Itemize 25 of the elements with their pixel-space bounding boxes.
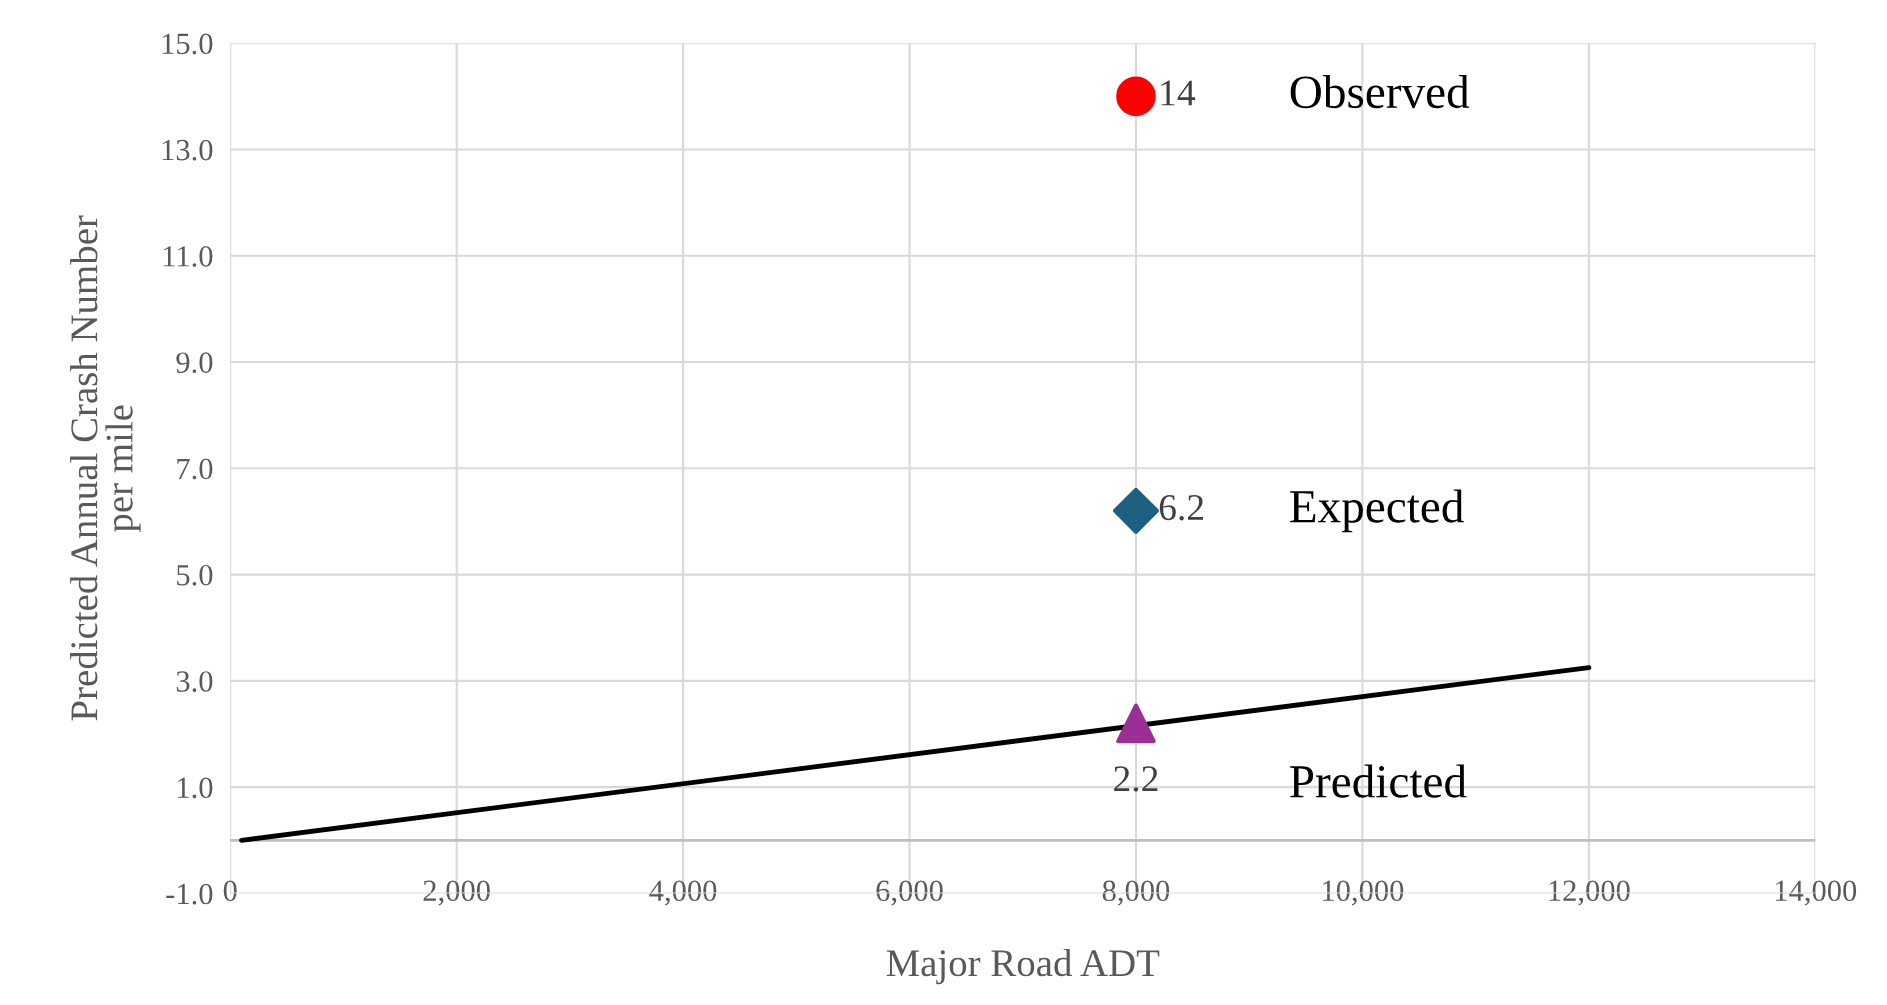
x-tick-label: 12,000 (1549, 880, 1630, 906)
x-tick-label: 4,000 (649, 880, 717, 906)
y-tick-label: -1.0 (166, 883, 213, 905)
data-label: 2.2 (1114, 766, 1158, 792)
x-tick-label: 0 (223, 880, 237, 902)
y-tick-label: 1.0 (178, 777, 213, 799)
text: Expected (1290, 489, 1464, 533)
y-tick-label: 5.0 (177, 564, 213, 586)
x-axis-title: Major Road ADT (886, 948, 1160, 985)
x-tick-label: 14,000 (1775, 880, 1857, 906)
y-tick-label: 7.0 (177, 458, 213, 480)
x-tick-label: 2,000 (423, 880, 490, 906)
x-tick-label: 6,000 (876, 880, 943, 906)
y-tick-label: 13.0 (162, 139, 213, 161)
x-tick-label: 10,000 (1323, 880, 1404, 906)
y-tick-label: 15.0 (162, 33, 213, 55)
y-axis-title: Predicted Annual Crash Number per mile (70, 215, 141, 721)
y-tick-label: 11.0 (163, 246, 213, 267)
x-tick-label: 8,000 (1102, 880, 1170, 906)
text: Predicted (1290, 764, 1467, 798)
text: Observed (1290, 74, 1470, 109)
data-label: 6.2 (1159, 495, 1203, 521)
y-tick-label: 3.0 (176, 671, 213, 692)
data-label: 14 (1161, 80, 1196, 106)
y-tick-label: 9.0 (176, 352, 213, 374)
